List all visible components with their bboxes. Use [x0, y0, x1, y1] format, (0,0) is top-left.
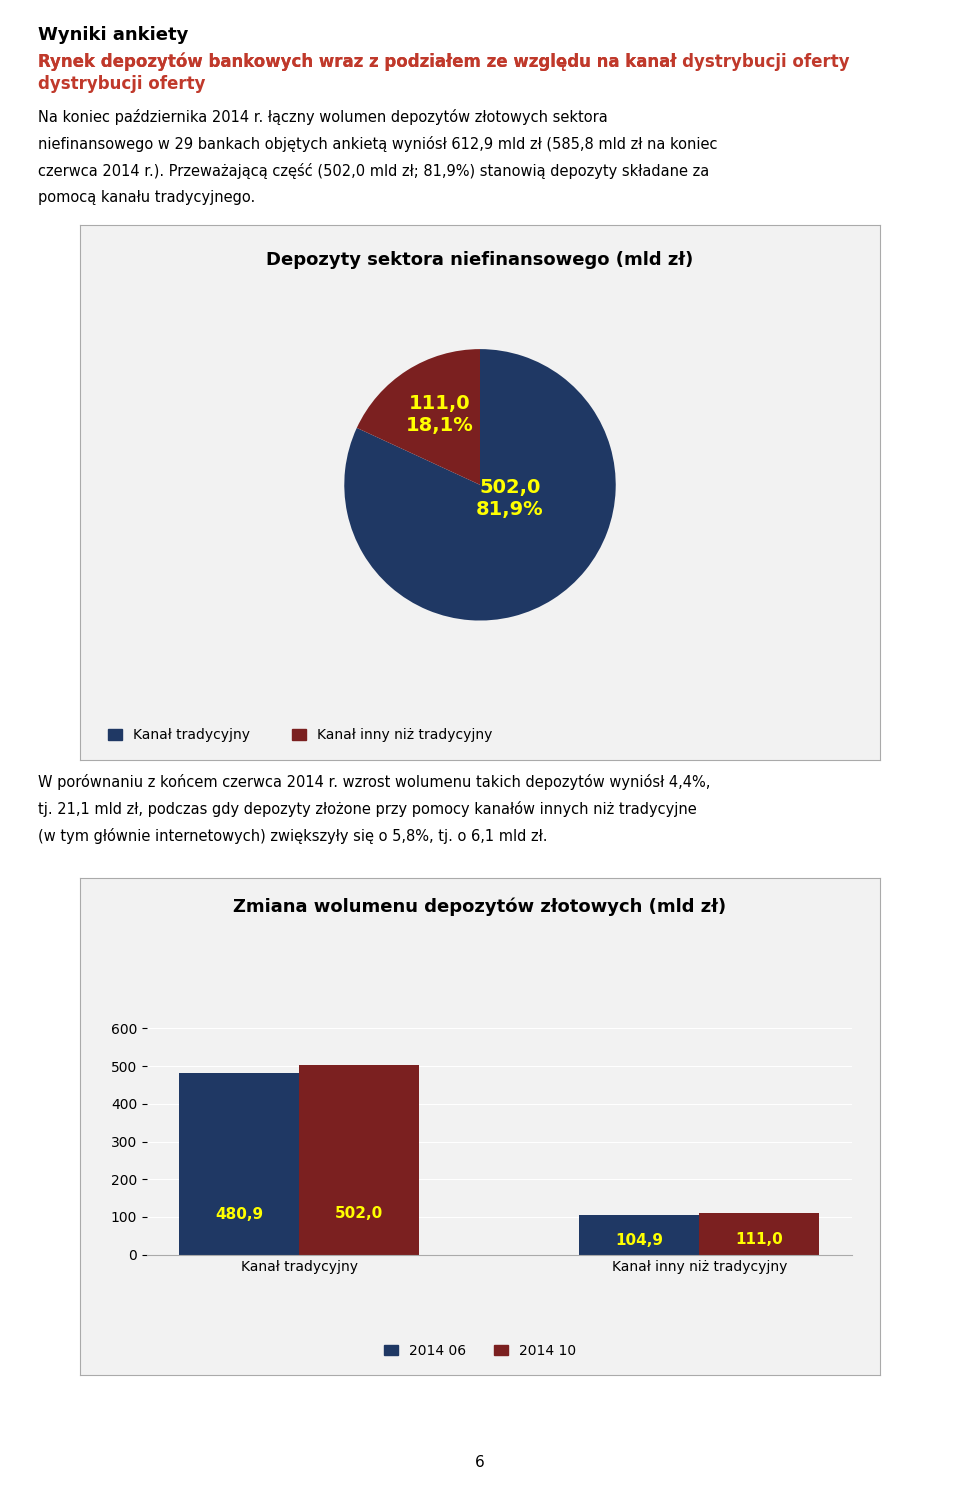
Wedge shape: [345, 348, 615, 620]
Text: 104,9: 104,9: [615, 1232, 663, 1247]
Bar: [700, 1212, 820, 1255]
Bar: [299, 1065, 420, 1255]
Bar: [179, 1074, 299, 1255]
Text: 6: 6: [475, 1455, 485, 1470]
Text: Wyniki ankiety: Wyniki ankiety: [38, 26, 189, 44]
Text: 502,0
81,9%: 502,0 81,9%: [476, 478, 543, 519]
Text: dystrybucji oferty: dystrybucji oferty: [38, 75, 205, 93]
Text: niefinansowego w 29 bankach objętych ankietą wyniósł 612,9 mld zł (585,8 mld zł : niefinansowego w 29 bankach objętych ank…: [38, 136, 718, 152]
Wedge shape: [357, 348, 480, 486]
Text: (w tym głównie internetowych) zwiększyły się o 5,8%, tj. o 6,1 mld zł.: (w tym głównie internetowych) zwiększyły…: [38, 828, 548, 844]
Text: tj. 21,1 mld zł, podczas gdy depozyty złożone przy pomocy kanałów innych niż tra: tj. 21,1 mld zł, podczas gdy depozyty zł…: [38, 801, 697, 817]
Text: czerwca 2014 r.). Przeważającą część (502,0 mld zł; 81,9%) stanowią depozyty skł: czerwca 2014 r.). Przeważającą część (50…: [38, 163, 709, 179]
Text: 111,0
18,1%: 111,0 18,1%: [405, 394, 473, 434]
Text: Depozyty sektora niefinansowego (mld zł): Depozyty sektora niefinansowego (mld zł): [266, 252, 694, 270]
Text: 502,0: 502,0: [335, 1205, 383, 1220]
Text: 480,9: 480,9: [215, 1206, 263, 1221]
Text: Rynek depozytów bankowych wraz z podziałem ze względu na kanał: Rynek depozytów bankowych wraz z podział…: [38, 53, 677, 71]
Legend: 2014 06, 2014 10: 2014 06, 2014 10: [378, 1338, 582, 1363]
Text: Rynek depozytów bankowych wraz z podziałem ze względu na kanał dystrybucji ofert: Rynek depozytów bankowych wraz z podział…: [38, 53, 850, 71]
Legend: Kanał tradycyjny, Kanał inny niż tradycyjny: Kanał tradycyjny, Kanał inny niż tradycy…: [103, 722, 498, 748]
Text: pomocą kanału tradycyjnego.: pomocą kanału tradycyjnego.: [38, 190, 255, 205]
Text: Zmiana wolumenu depozytów złotowych (mld zł): Zmiana wolumenu depozytów złotowych (mld…: [233, 897, 727, 915]
Bar: [579, 1215, 700, 1255]
Text: 111,0: 111,0: [735, 1232, 783, 1247]
Text: W porównaniu z końcem czerwca 2014 r. wzrost wolumenu takich depozytów wyniósł 4: W porównaniu z końcem czerwca 2014 r. wz…: [38, 774, 710, 790]
Text: Na koniec października 2014 r. łączny wolumen depozytów złotowych sektora: Na koniec października 2014 r. łączny wo…: [38, 109, 608, 125]
